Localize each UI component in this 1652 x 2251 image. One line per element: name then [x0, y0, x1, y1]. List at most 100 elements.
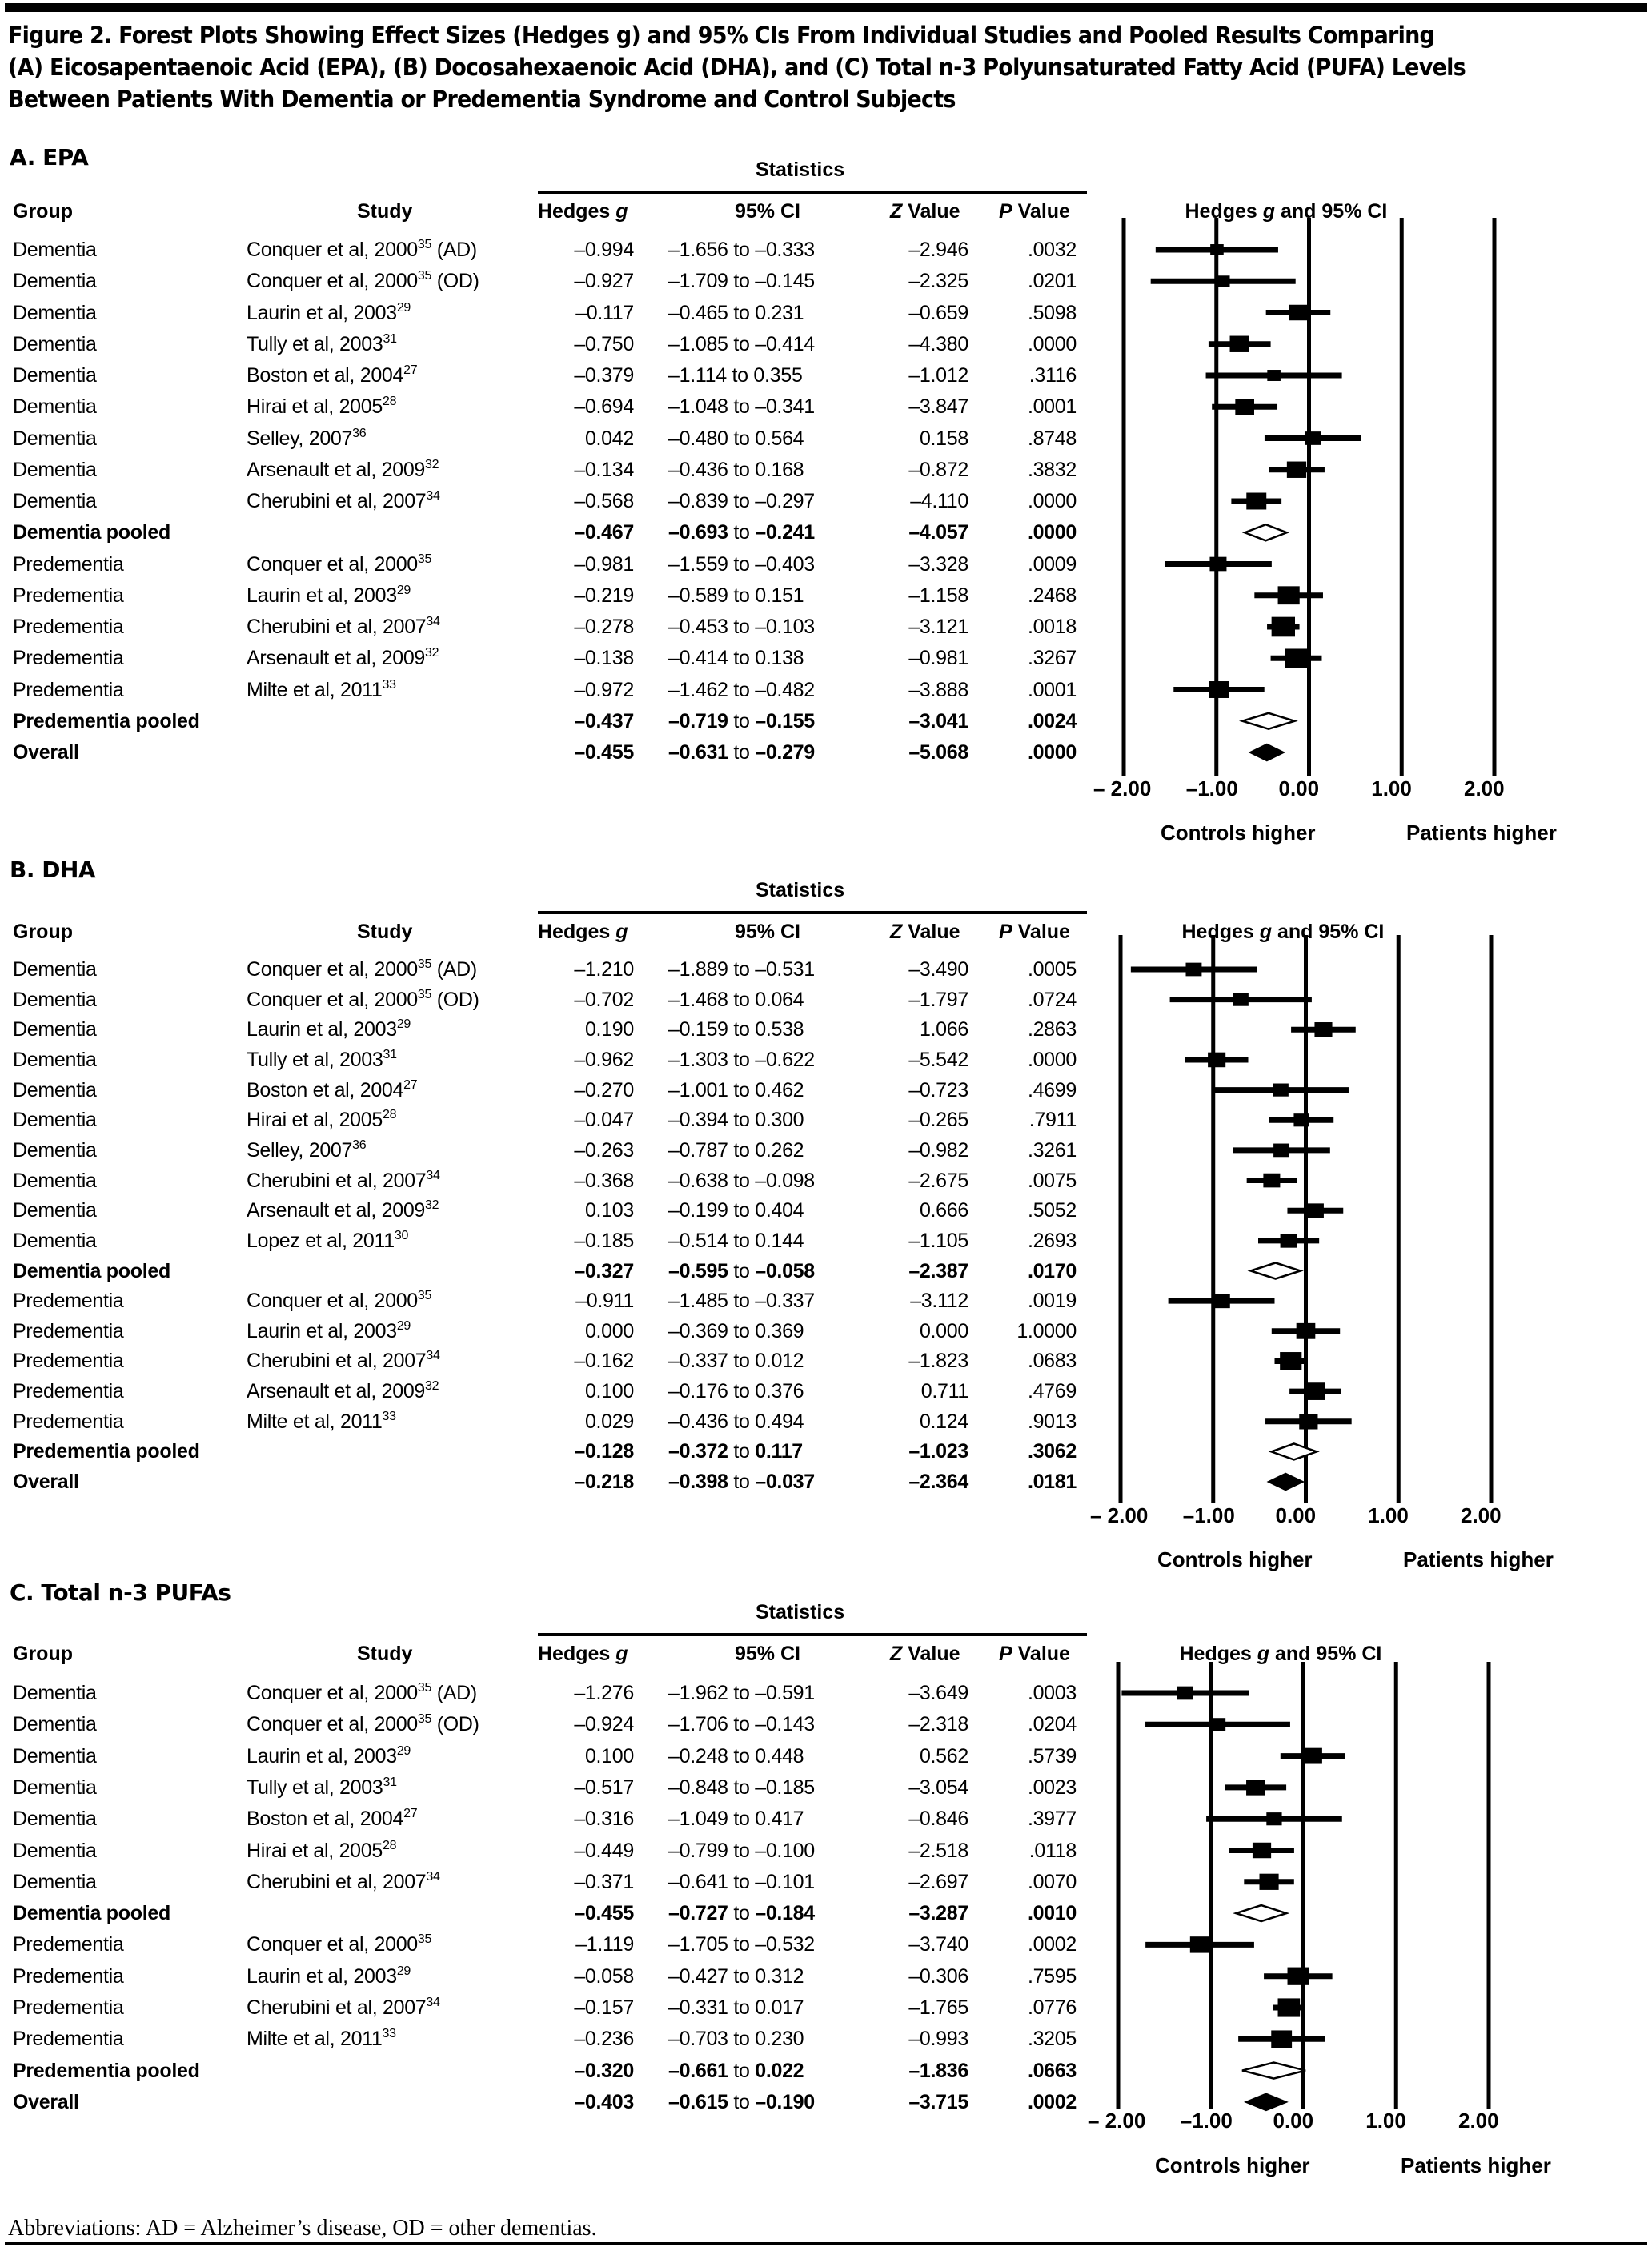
header-group-label: Group [13, 200, 73, 223]
header-hedges-g: Hedges g [538, 1643, 628, 1666]
group-cell: Dementia [13, 270, 97, 293]
hedges-g-cell: –0.981 [574, 553, 634, 576]
effect-size-square [1216, 275, 1230, 287]
reference-superscript: 27 [403, 363, 418, 377]
ci-upper: 0.300 [755, 1109, 804, 1132]
ci-lower: –0.631 [668, 741, 728, 764]
ci-lower: –1.049 [668, 1808, 728, 1831]
group-cell: Dementia [13, 427, 97, 451]
reference-superscript: 29 [396, 1017, 411, 1032]
group-cell: Predementia [13, 1996, 124, 2020]
study-name: Milte et al, 2011 [247, 678, 383, 701]
header-p-italic: P [999, 1643, 1012, 1665]
group-cell: Dementia [13, 1871, 97, 1894]
p-value-cell: .0000 [1028, 521, 1077, 544]
ci-cell: –0.839 to –0.297 [668, 490, 815, 513]
z-value: –1.012 [908, 364, 968, 387]
effect-size-square [1235, 399, 1254, 415]
group-label: Dementia [13, 1870, 97, 1893]
study-cell: Boston et al, 200427 [247, 1808, 418, 1831]
z-value-cell: 0.158 [920, 427, 968, 451]
ci-upper: –0.241 [755, 521, 815, 544]
ci-separator: to [728, 270, 756, 293]
p-value-cell: .0663 [1028, 2060, 1077, 2083]
ci-cell: –1.485 to –0.337 [668, 1290, 815, 1313]
study-cell: Hirai et al, 200528 [247, 1109, 397, 1132]
p-value: .9013 [1027, 1410, 1077, 1433]
ci-cell: –0.176 to 0.376 [668, 1380, 804, 1403]
effect-size-square [1273, 1083, 1289, 1097]
ci-cell: –1.049 to 0.417 [668, 1808, 804, 1831]
study-name: Tully et al, 2003 [247, 332, 383, 355]
ci-lower: –0.480 [668, 427, 728, 450]
group-label: Dementia pooled [13, 521, 170, 544]
ci-separator: to [728, 2028, 756, 2051]
group-cell: Predementia [13, 1320, 124, 1343]
ci-upper: 0.564 [755, 427, 804, 450]
ci-lower: –0.661 [668, 2059, 728, 2082]
hedges-g-cell: –0.236 [574, 2028, 634, 2051]
study-name: Tully et al, 2003 [247, 1776, 383, 1799]
reference-superscript: 32 [425, 457, 439, 471]
ci-upper: –0.482 [755, 678, 815, 701]
hedges-g-cell: 0.042 [585, 427, 634, 451]
p-value-cell: .0002 [1028, 1933, 1077, 1956]
p-value: .0000 [1027, 490, 1077, 512]
ci-upper: –0.037 [755, 1471, 815, 1494]
p-value-cell: .0002 [1028, 2091, 1077, 2114]
ci-upper: –0.185 [755, 1776, 815, 1799]
z-value: 0.000 [919, 1319, 968, 1342]
ci-upper: –0.143 [755, 1713, 815, 1736]
ci-cell: –0.661 to 0.022 [668, 2060, 804, 2083]
reference-superscript: 27 [403, 1077, 418, 1092]
z-value: –2.675 [908, 1169, 968, 1192]
study-cell: Cherubini et al, 200734 [247, 1870, 440, 1894]
ci-cell: –0.436 to 0.168 [668, 459, 804, 482]
p-value: .5098 [1027, 301, 1077, 324]
p-value: .8748 [1027, 427, 1077, 450]
group-cell: Dementia [13, 1745, 97, 1768]
x-tick-label: –1.00 [1182, 1503, 1235, 1527]
study-name: Laurin et al, 2003 [247, 1744, 397, 1767]
hedges-g-cell: –0.455 [574, 741, 634, 764]
plot-title-prefix: Hedges [1179, 1643, 1257, 1665]
p-value: .0181 [1027, 1471, 1077, 1494]
z-value: –0.723 [908, 1078, 968, 1101]
p-value-cell: 1.0000 [1016, 1320, 1077, 1343]
reference-superscript: 34 [426, 1996, 440, 2009]
hedges-g-value: –0.517 [574, 1776, 634, 1799]
z-value: 1.066 [919, 1018, 968, 1041]
ci-separator: to [728, 1870, 756, 1893]
ci-separator: to [728, 1713, 756, 1736]
p-value-cell: .4699 [1028, 1079, 1077, 1102]
p-value: .0002 [1027, 1933, 1077, 1956]
plot-title-g: g [1257, 1643, 1270, 1665]
effect-size-square [1305, 431, 1321, 445]
group-label: Dementia [13, 1048, 97, 1071]
group-label: Predementia pooled [13, 2059, 200, 2082]
effect-size-square [1209, 1718, 1226, 1731]
header-z: Z Value [890, 921, 960, 944]
x-tick-label: 1.00 [1368, 1503, 1409, 1527]
z-value: –1.836 [908, 2059, 968, 2082]
study-cell: Conquer et al, 200035 [247, 1290, 431, 1313]
header-ci: 95% CI [735, 1643, 800, 1666]
header-p: P Value [999, 200, 1070, 223]
figure-title-line-2: (A) Eicosapentaenoic Acid (EPA), (B) Doc… [8, 54, 1466, 81]
ci-cell: –0.394 to 0.300 [668, 1109, 804, 1132]
ci-lower: –1.048 [668, 395, 728, 419]
hedges-g-value: –0.379 [574, 364, 634, 387]
group-label: Dementia [13, 988, 97, 1011]
plot-title-suffix: and 95% CI [1275, 200, 1388, 223]
reference-superscript: 28 [383, 1838, 397, 1852]
ci-separator: to [728, 1109, 756, 1132]
p-value-cell: .3832 [1028, 459, 1077, 482]
z-value-cell: –3.847 [908, 395, 968, 419]
reference-superscript: 32 [425, 1198, 439, 1213]
p-value: .0010 [1027, 1902, 1077, 1925]
x-tick-label: –1.00 [1180, 2109, 1233, 2133]
study-cell: Hirai et al, 200528 [247, 395, 397, 419]
study-cell: Laurin et al, 200329 [247, 1018, 411, 1041]
hedges-g-value: –0.994 [574, 239, 634, 261]
study-subgroup: (OD) [431, 1713, 479, 1736]
